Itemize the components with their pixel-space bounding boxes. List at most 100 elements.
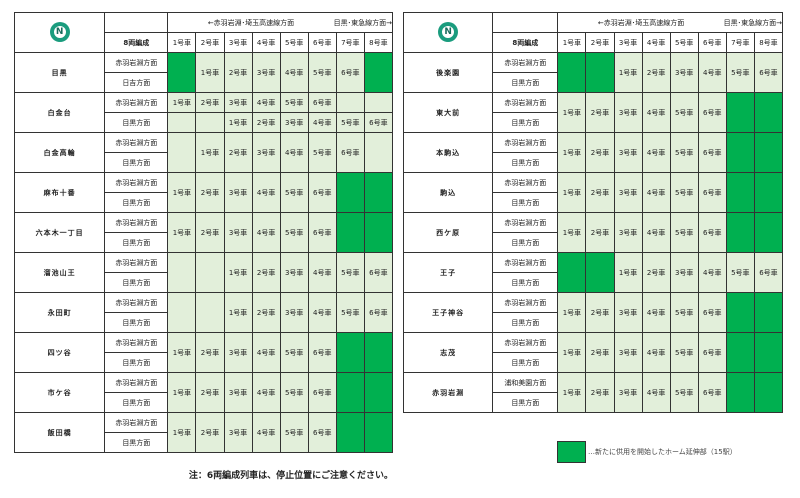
car-header-row: 8両編成 1号車 2号車 3号車 4号車 5号車 6号車 7号車 8号車 (404, 32, 784, 53)
formation-label: 8両編成 (492, 32, 559, 53)
platform-cell (195, 252, 225, 293)
platform-cell: 5号車 (669, 292, 699, 333)
station-name: 赤羽岩淵 (402, 372, 494, 413)
station-row: 目黒方面 (15, 432, 393, 453)
station-name: 後楽園 (402, 52, 494, 93)
platform-cell: 6号車 (697, 172, 727, 213)
extended-platform-cell (335, 212, 365, 253)
station-row: 目黒 赤羽岩淵方面 1号車 2号車 3号車 4号車 5号車 6号車 (13, 52, 394, 93)
station-name: 目黒 (13, 52, 106, 93)
extended-platform-cell (557, 52, 587, 93)
extended-platform-cell (725, 372, 755, 413)
extended-platform-cell (335, 412, 365, 453)
extended-platform-cell (363, 332, 394, 373)
car-number-header: 6号車 (307, 32, 337, 53)
extended-platform-cell (167, 52, 197, 93)
platform-cell: 3号車 (223, 212, 253, 253)
station-row: 目黒方面 (404, 392, 783, 413)
platform-cell: 5号車 (279, 212, 309, 253)
station-name: 本駒込 (402, 132, 494, 173)
extended-platform-cell (753, 92, 784, 133)
direction-label: 赤羽岩淵方面 (104, 172, 169, 193)
station-row: 四ツ谷 赤羽岩淵方面 1号車 2号車 3号車 4号車 5号車 6号車 (13, 332, 394, 373)
extended-platform-cell (725, 92, 755, 133)
direction-label: 赤羽岩淵方面 (492, 52, 559, 73)
logo-cell: N (13, 12, 106, 53)
direction-label: 目黒方面 (104, 392, 169, 413)
legend: …新たに供用を開始したホーム延伸部（15駅） (557, 441, 737, 463)
car-number-header: 5号車 (279, 32, 309, 53)
platform-cell: 6号車 (307, 332, 337, 373)
platform-cell: 3号車 (613, 172, 643, 213)
car-number-header: 4号車 (251, 32, 281, 53)
station-name: 志茂 (402, 332, 494, 373)
platform-cell: 6号車 (307, 212, 337, 253)
station-row: 駒込 赤羽岩淵方面 1号車 2号車 3号車 4号車 5号車 6号車 (402, 172, 784, 213)
platform-cell: 1号車 (613, 52, 643, 93)
platform-cell: 2号車 (251, 292, 281, 333)
platform-cell: 2号車 (585, 292, 615, 333)
direction-label: 赤羽岩淵方面 (492, 92, 559, 113)
station-row: 六本木一丁目 赤羽岩淵方面 1号車 2号車 3号車 4号車 5号車 6号車 (13, 212, 394, 253)
direction-label: 赤羽岩淵方面 (104, 332, 169, 353)
direction-label: 目黒方面 (492, 272, 559, 293)
platform-cell: 1号車 (557, 132, 587, 173)
direction-label: 目黒方面 (492, 112, 559, 133)
direction-header: ←赤羽岩淵･埼玉高速線方面 目黒･東急線方面→ (167, 12, 393, 33)
platform-cell: 4号車 (641, 172, 671, 213)
direction-label: 目黒方面 (492, 152, 559, 173)
platform-cell: 3号車 (223, 332, 253, 373)
direction-label: 赤羽岩淵方面 (104, 52, 169, 73)
station-name: 東大前 (402, 92, 494, 133)
platform-cell: 2号車 (585, 172, 615, 213)
direction-label: 目黒方面 (492, 232, 559, 253)
direction-label: 赤羽岩淵方面 (492, 252, 559, 273)
platform-cell: 4号車 (641, 212, 671, 253)
extended-platform-cell (725, 172, 755, 213)
blank-header (104, 12, 169, 33)
platform-cell: 2号車 (195, 172, 225, 213)
station-name: 永田町 (13, 292, 106, 333)
direction-label: 目黒方面 (492, 312, 559, 333)
car-number-header: 1号車 (167, 32, 197, 53)
platform-cell: 2号車 (195, 412, 225, 453)
direction-label: 目黒方面 (104, 352, 169, 373)
platform-cell: 4号車 (307, 112, 337, 133)
platform-cell (335, 92, 365, 113)
direction-label: 赤羽岩淵方面 (492, 212, 559, 233)
logo-letter: N (442, 25, 455, 38)
extended-platform-cell (585, 252, 615, 293)
direction-label: 赤羽岩淵方面 (104, 132, 169, 153)
platform-cell: 1号車 (557, 292, 587, 333)
platform-cell: 3号車 (223, 172, 253, 213)
platform-cell: 4号車 (307, 252, 337, 293)
platform-cell: 5号車 (279, 372, 309, 413)
platform-cell: 3号車 (223, 412, 253, 453)
platform-cell: 5号車 (669, 372, 699, 413)
station-row: 志茂 赤羽岩淵方面 1号車 2号車 3号車 4号車 5号車 6号車 (402, 332, 784, 373)
direction-label: 赤羽岩淵方面 (104, 372, 169, 393)
platform-cell: 4号車 (251, 172, 281, 213)
station-row: 西ケ原 赤羽岩淵方面 1号車 2号車 3号車 4号車 5号車 6号車 (402, 212, 784, 253)
platform-cell: 3号車 (279, 292, 309, 333)
platform-cell: 2号車 (251, 112, 281, 133)
car-number-header: 4号車 (641, 32, 671, 53)
direction-label: 目黒方面 (492, 392, 559, 413)
extended-platform-cell (753, 372, 784, 413)
platform-cell: 1号車 (223, 252, 253, 293)
car-number-header: 1号車 (557, 32, 587, 53)
platform-cell: 5号車 (669, 332, 699, 373)
direction-label: 赤羽岩淵方面 (104, 292, 169, 313)
platform-cell: 6号車 (363, 252, 394, 293)
platform-cell: 4号車 (251, 92, 281, 113)
platform-cell: 4号車 (641, 292, 671, 333)
platform-cell (167, 292, 197, 333)
platform-cell: 6号車 (335, 132, 365, 173)
platform-cell: 6号車 (697, 212, 727, 253)
header-row: N ←赤羽岩淵･埼玉高速線方面 目黒･東急線方面→ (13, 12, 393, 53)
station-name: 駒込 (402, 172, 494, 213)
extended-platform-cell (335, 372, 365, 413)
direction-label: 浦和美園方面 (492, 372, 559, 393)
platform-cell: 2号車 (223, 52, 253, 93)
platform-cell: 2号車 (195, 212, 225, 253)
